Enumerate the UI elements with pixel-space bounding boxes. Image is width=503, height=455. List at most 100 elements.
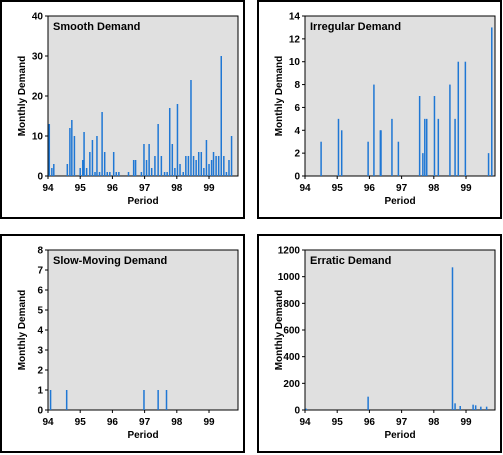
bar: [73, 136, 76, 176]
y-tick-label: 1: [37, 386, 43, 397]
x-tick-label: 99: [460, 417, 472, 428]
bar: [127, 172, 130, 176]
y-tick-label: 400: [283, 352, 300, 363]
bar: [228, 160, 230, 176]
bar: [190, 80, 192, 176]
y-tick-label: 6: [294, 103, 300, 114]
bar: [166, 172, 168, 176]
chart-title: Erratic Demand: [310, 255, 391, 267]
bar: [48, 124, 51, 176]
y-tick-label: 14: [289, 12, 301, 23]
y-tick-label: 800: [283, 299, 300, 310]
bar: [208, 164, 210, 176]
bar: [96, 136, 98, 176]
bar: [433, 96, 436, 176]
bar: [380, 130, 382, 176]
x-tick-label: 98: [171, 183, 183, 194]
bar: [451, 267, 454, 410]
bar: [437, 118, 440, 176]
bar: [220, 56, 222, 176]
bar: [103, 152, 106, 176]
bar: [474, 405, 477, 410]
bar: [459, 406, 461, 410]
bar: [85, 168, 88, 176]
bar: [98, 172, 101, 176]
bar: [145, 160, 148, 176]
bar: [454, 403, 456, 410]
y-tick-label: 8: [37, 246, 43, 257]
bar: [425, 118, 428, 176]
bar: [230, 136, 233, 176]
chart-title: Smooth Demand: [53, 21, 140, 33]
y-axis-label: Monthly Demand: [17, 56, 28, 137]
y-tick-label: 5: [37, 306, 43, 317]
bar: [140, 172, 143, 176]
bar: [171, 144, 174, 176]
bar: [424, 118, 426, 176]
bar: [422, 153, 424, 176]
bar: [174, 168, 176, 176]
bar: [53, 164, 55, 176]
smooth-demand-chart-panel: Smooth Demand 0 10 20 30 40 94 95 96 97 98 99 Period…: [0, 0, 245, 219]
bar: [187, 156, 190, 176]
chart-title: Slow-Moving Demand: [53, 255, 167, 267]
bar: [480, 406, 482, 410]
x-tick-label: 99: [203, 183, 215, 194]
irregular-demand-chart-panel: Irregular Demand 0 2 4 6 8 10 12 14 94 95 96 97 98 99 P…: [257, 0, 502, 219]
y-tick-label: 8: [294, 80, 300, 91]
x-axis-label: Period: [384, 430, 415, 441]
plot-area: [47, 15, 239, 177]
bar: [82, 160, 84, 176]
x-tick-label: 97: [139, 417, 151, 428]
y-tick-label: 3: [37, 346, 43, 357]
x-axis-label: Period: [127, 196, 158, 207]
bar: [485, 406, 488, 410]
x-tick-label: 99: [203, 417, 215, 428]
bar: [79, 168, 81, 176]
y-tick-label: 200: [283, 379, 300, 390]
bar: [150, 168, 153, 176]
x-axis-label: Period: [127, 430, 158, 441]
bar: [225, 172, 228, 176]
y-tick-label: 0: [37, 406, 43, 417]
plot-area: [304, 249, 496, 411]
bar: [163, 172, 166, 176]
plot-area: [304, 15, 496, 177]
slow-moving-demand-chart: Slow-Moving Demand 0 1 2 3 4 5 6 7 8 94 95 96 97 98 99 P…: [17, 246, 239, 441]
x-tick-label: 95: [332, 417, 344, 428]
erratic-demand-chart: Erratic Demand 0 200 400 600 800 1000 1200 94 95 9…: [274, 246, 496, 441]
bar: [91, 140, 94, 176]
bar: [367, 141, 369, 176]
bar: [305, 408, 308, 410]
bar: [148, 144, 150, 176]
bar: [51, 168, 53, 176]
bar: [197, 152, 200, 176]
bar: [192, 156, 195, 176]
x-tick-label: 97: [396, 417, 408, 428]
bar: [179, 164, 181, 176]
bar: [157, 390, 159, 410]
bar: [168, 108, 171, 176]
y-tick-label: 10: [289, 57, 301, 68]
bar: [223, 156, 225, 176]
y-axis-label: Monthly Demand: [17, 290, 28, 371]
bar: [143, 390, 145, 410]
bar: [165, 390, 168, 410]
x-tick-label: 96: [364, 417, 376, 428]
y-axis-label: Monthly Demand: [274, 290, 285, 371]
bar: [320, 141, 322, 176]
x-tick-label: 94: [299, 183, 311, 194]
bar: [212, 152, 215, 176]
y-tick-label: 0: [294, 172, 300, 183]
bar: [143, 144, 145, 176]
bar: [101, 112, 103, 176]
x-tick-label: 95: [332, 183, 344, 194]
y-tick-label: 0: [37, 172, 43, 183]
bar: [89, 152, 91, 176]
y-tick-label: 6: [37, 286, 43, 297]
bar: [487, 153, 490, 176]
bar: [340, 130, 343, 176]
bar: [115, 172, 118, 176]
bar: [205, 140, 208, 176]
bar: [132, 160, 135, 176]
